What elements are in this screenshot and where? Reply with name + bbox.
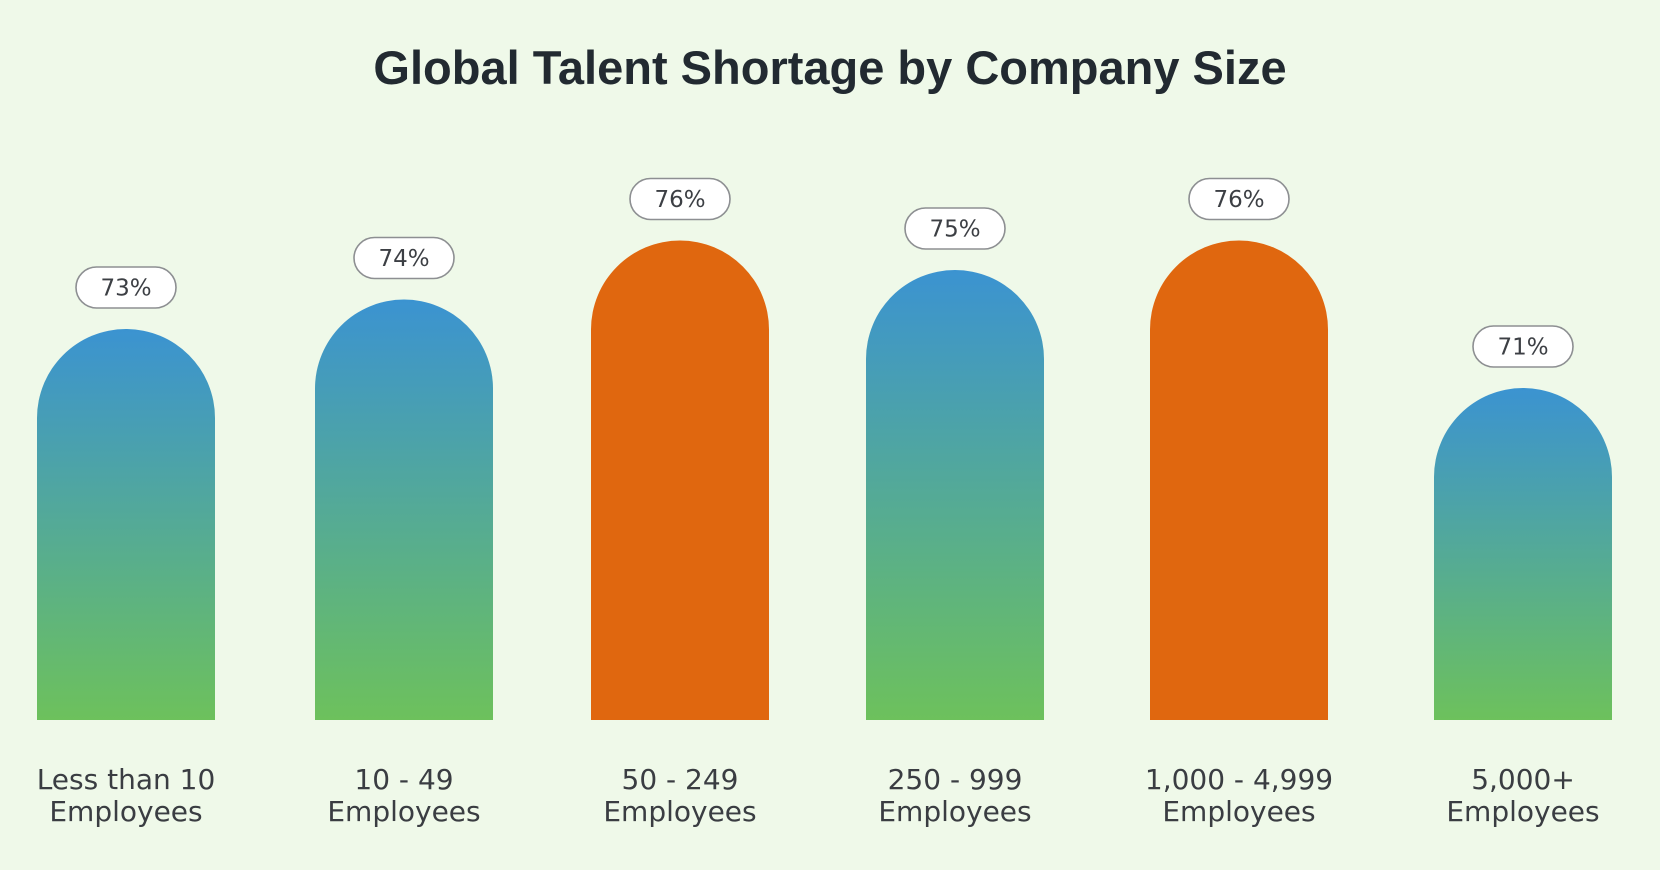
category-label: 50 - 249 Employees bbox=[603, 763, 756, 828]
data-label: 74% bbox=[378, 246, 429, 272]
data-label: 75% bbox=[929, 217, 980, 243]
value-pill bbox=[1472, 325, 1574, 368]
category-label: 1,000 - 4,999 Employees bbox=[1145, 763, 1333, 828]
value-pill bbox=[1188, 177, 1290, 221]
category-label: Less than 10 Employees bbox=[37, 763, 216, 828]
category-label-line: 5,000+ bbox=[1471, 763, 1575, 796]
category-label-line: Employees bbox=[327, 795, 480, 828]
bar bbox=[37, 329, 215, 720]
value-pill bbox=[353, 236, 455, 280]
category-label: 250 - 999 Employees bbox=[878, 763, 1031, 828]
category-label-line: Employees bbox=[1162, 795, 1315, 828]
bar bbox=[591, 240, 769, 720]
category-label-line: Employees bbox=[1446, 795, 1599, 828]
value-pill bbox=[75, 266, 177, 309]
chart-title: Global Talent Shortage by Company Size bbox=[373, 41, 1287, 94]
bar bbox=[1434, 388, 1612, 720]
bar bbox=[315, 299, 493, 720]
value-pill bbox=[629, 177, 731, 221]
value-pill bbox=[904, 207, 1006, 250]
category-label-line: 50 - 249 bbox=[622, 763, 739, 796]
data-label: 76% bbox=[1213, 187, 1264, 213]
category-label-line: Employees bbox=[603, 795, 756, 828]
category-label-line: 250 - 999 bbox=[888, 763, 1023, 796]
bar bbox=[1150, 240, 1328, 720]
data-label: 73% bbox=[100, 276, 151, 302]
data-label: 76% bbox=[654, 187, 705, 213]
category-label-line: Less than 10 bbox=[37, 763, 216, 796]
category-label-line: Employees bbox=[49, 795, 202, 828]
category-label-line: Employees bbox=[878, 795, 1031, 828]
category-label: 10 - 49 Employees bbox=[327, 763, 480, 828]
category-label-line: 1,000 - 4,999 bbox=[1145, 763, 1333, 796]
data-label: 71% bbox=[1497, 335, 1548, 361]
category-label: 5,000+ Employees bbox=[1446, 763, 1599, 828]
bar bbox=[866, 270, 1044, 720]
category-label-line: 10 - 49 bbox=[354, 763, 453, 796]
